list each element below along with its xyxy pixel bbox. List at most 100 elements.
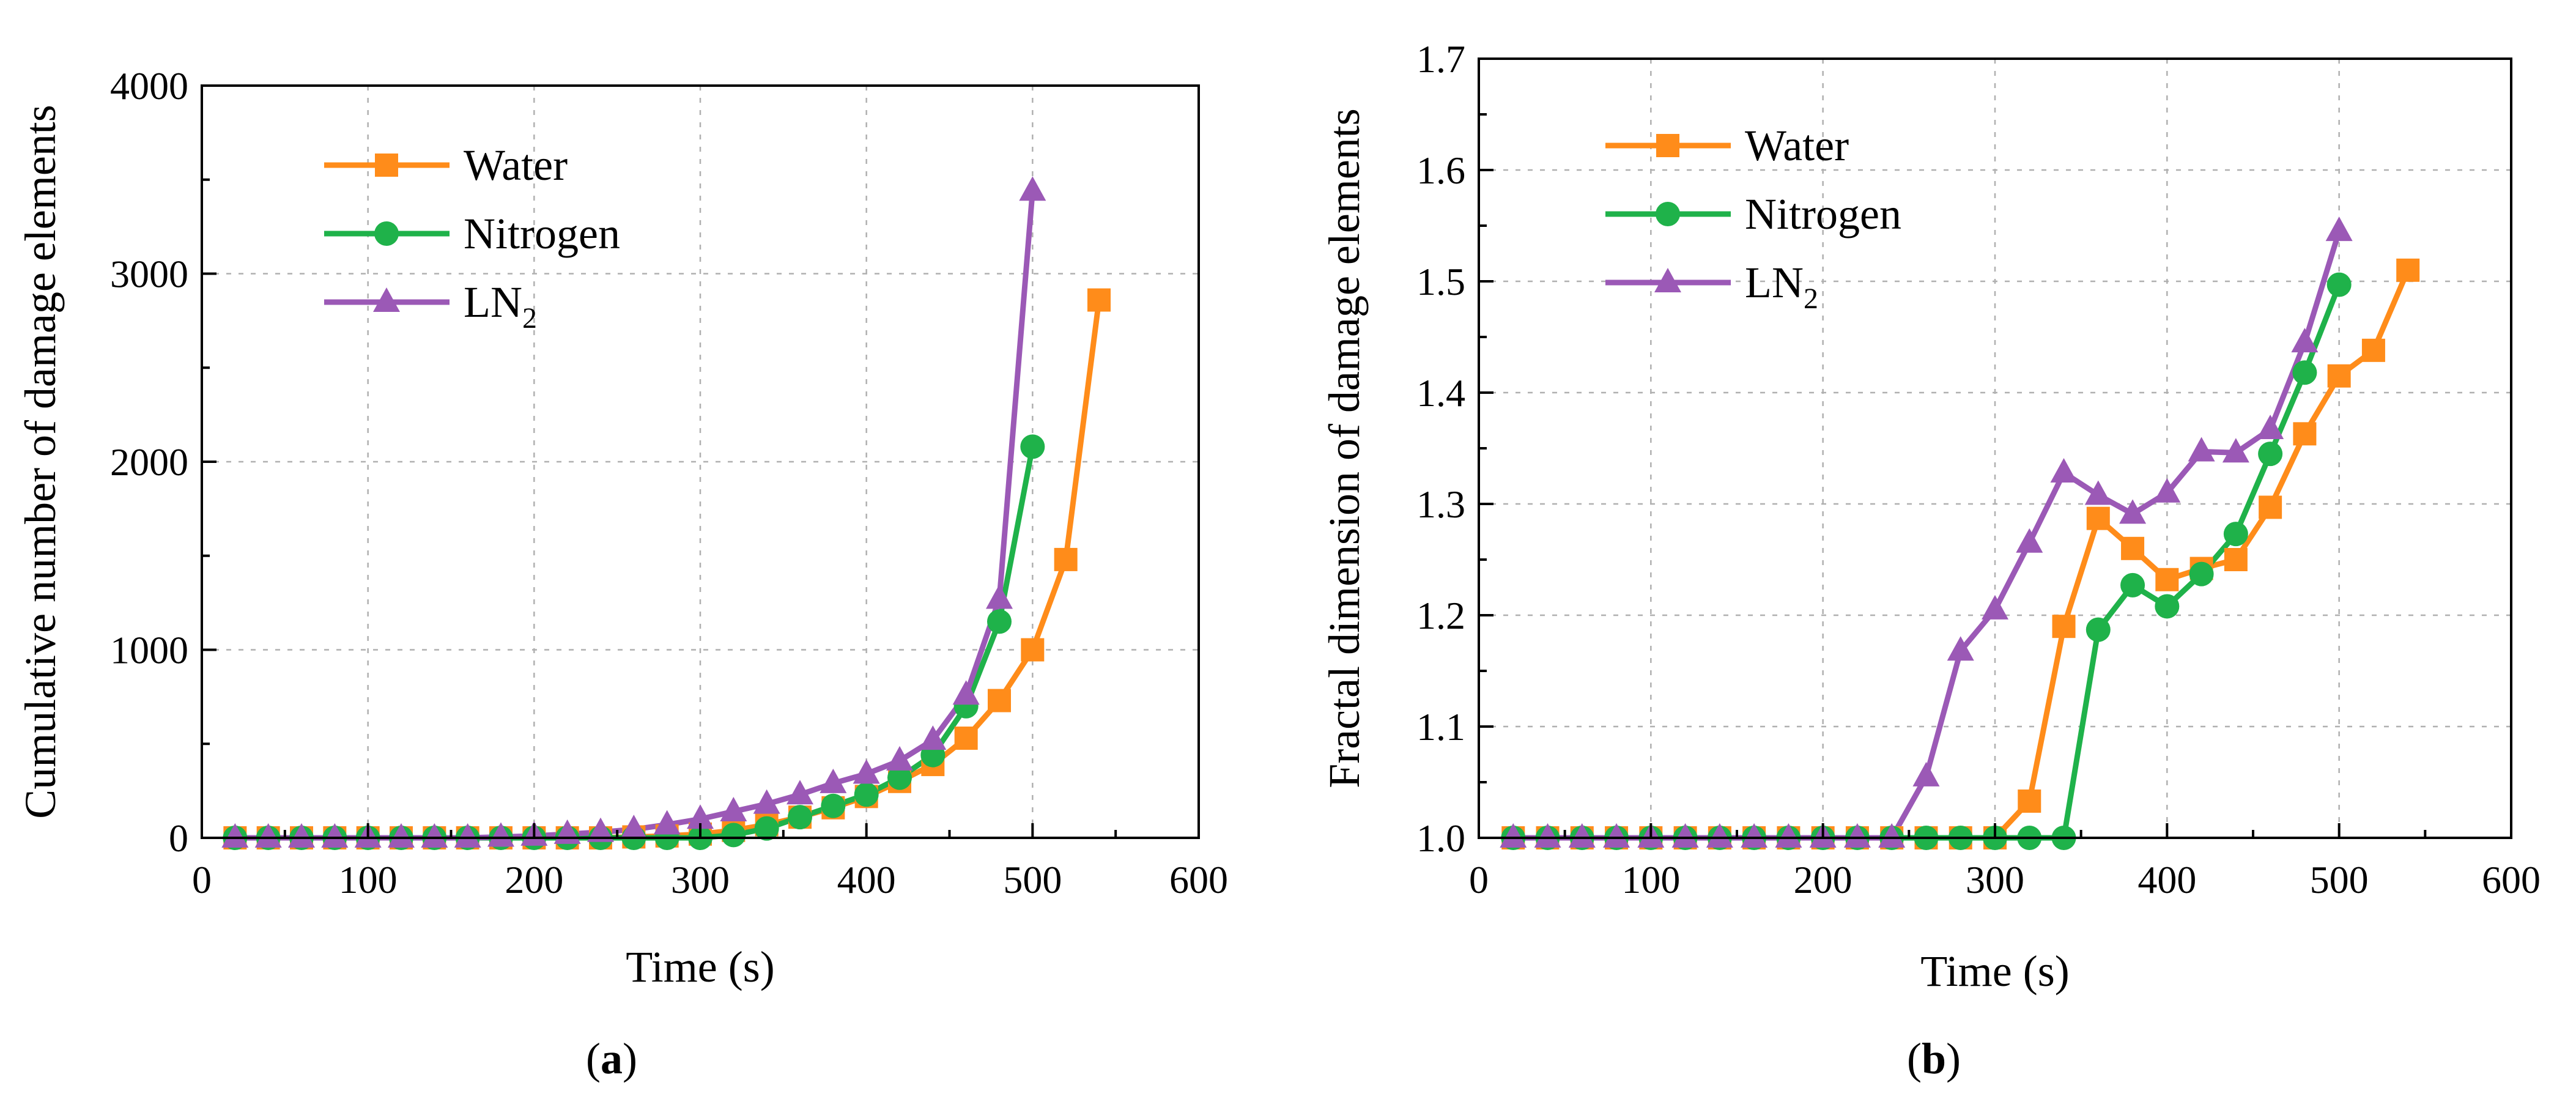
legend-label-nitrogen: Nitrogen [1745,190,1901,239]
data-point-ln2 [1947,636,1974,661]
data-point-nitrogen [2086,617,2111,642]
data-point-ln2 [321,823,349,848]
legend-marker-nitrogen [1656,202,1680,226]
data-point-ln2 [1500,823,1527,848]
data-point-ln2 [2291,328,2319,353]
y-tick-label: 1000 [110,629,188,672]
data-point-water [1054,547,1078,571]
y-tick-label: 0 [169,816,188,860]
legend-label-ln2: LN2 [1745,258,1818,315]
data-point-ln2 [587,817,614,842]
x-tick-label: 400 [837,858,896,901]
data-point-nitrogen [2326,272,2352,297]
x-tick-label: 600 [2482,858,2541,901]
data-point-nitrogen [1020,434,1045,459]
data-point-ln2 [2153,478,2181,503]
legend-label-water: Water [1745,121,1849,170]
legend-marker-water [375,154,398,177]
data-point-ln2 [820,768,847,793]
data-point-ln2 [2188,437,2215,462]
x-tick-label: 600 [1169,858,1228,901]
data-point-ln2 [886,746,913,771]
data-point-ln2 [1019,176,1046,201]
data-point-water [2155,568,2179,591]
data-point-ln2 [1603,823,1630,848]
x-axis-label: Time (s) [626,942,774,991]
legend-marker-ln2 [1654,268,1681,292]
legend-marker-water [1656,134,1679,157]
series-line-ln2 [1513,230,2342,841]
data-point-ln2 [786,780,813,805]
data-point-water [1087,288,1111,312]
data-point-ln2 [853,759,880,784]
x-tick-label: 500 [2310,858,2369,901]
data-point-nitrogen [788,805,812,830]
data-point-nitrogen [2258,442,2283,467]
data-point-ln2 [288,823,315,848]
data-point-water [2121,536,2145,560]
data-point-ln2 [753,789,780,814]
data-point-water [2396,258,2420,282]
data-point-ln2 [221,823,249,848]
data-point-ln2 [620,815,648,840]
data-point-water [2052,615,2076,638]
data-point-water [988,689,1011,712]
y-tick-label: 1.0 [1416,816,1465,860]
data-point-ln2 [1534,823,1561,848]
y-tick-label: 1.4 [1416,371,1465,415]
x-tick-label: 300 [671,858,730,901]
data-point-water [1021,638,1045,662]
data-point-ln2 [2222,438,2249,463]
data-point-ln2 [487,822,514,847]
y-tick-label: 2000 [110,440,188,484]
y-tick-label: 1.6 [1416,149,1465,192]
data-point-ln2 [454,823,481,848]
x-tick-label: 500 [1003,858,1062,901]
y-tick-label: 1.7 [1416,37,1465,81]
data-point-nitrogen [754,816,779,841]
data-point-ln2 [1671,823,1699,848]
data-point-ln2 [919,725,947,750]
series-line-nitrogen [235,446,1035,841]
x-tick-label: 100 [1621,858,1680,901]
legend-marker-nitrogen [374,221,399,246]
data-point-ln2 [1982,594,2008,620]
x-tick-label: 200 [505,858,563,901]
data-point-ln2 [2257,415,2284,440]
chart-panel-b: 0 100 200 300 400 500 600 1.0 1.1 1.2 1.3 1.4 1.5 1.6… [1320,37,2541,1083]
data-point-water [2018,789,2041,813]
data-point-ln2 [388,823,415,848]
x-tick-label: 0 [1469,858,1489,901]
y-axis-label: Fractal dimension of damage elements [1320,108,1369,788]
legend-label-nitrogen: Nitrogen [464,209,620,258]
data-point-nitrogen [2120,572,2145,598]
data-point-ln2 [986,584,1013,609]
data-point-ln2 [254,823,282,848]
data-point-ln2 [1775,823,1802,848]
data-point-ln2 [2325,216,2353,242]
data-point-ln2 [421,823,448,848]
legend-marker-ln2 [373,287,400,312]
data-point-ln2 [687,804,714,829]
data-point-ln2 [1568,823,1596,848]
data-point-nitrogen [987,609,1012,634]
data-point-water [2224,548,2248,571]
data-point-ln2 [2016,528,2043,553]
data-point-water [954,727,978,750]
data-point-nitrogen [821,793,846,818]
data-point-nitrogen [2223,522,2248,547]
series-line-water [1513,269,2411,841]
x-tick-label: 300 [1966,858,2024,901]
data-point-water [2259,495,2282,519]
data-point-ln2 [1878,823,1906,848]
data-point-nitrogen [2292,360,2317,385]
y-axis-label: Cumulative number of damage elements [16,105,65,819]
data-point-nitrogen [887,765,912,790]
data-point-water [2293,422,2317,446]
y-tick-label: 1.1 [1416,705,1465,749]
series-line-nitrogen [1513,283,2342,841]
data-point-ln2 [2084,480,2112,505]
data-point-water [2086,506,2110,530]
data-point-water [2361,338,2385,362]
